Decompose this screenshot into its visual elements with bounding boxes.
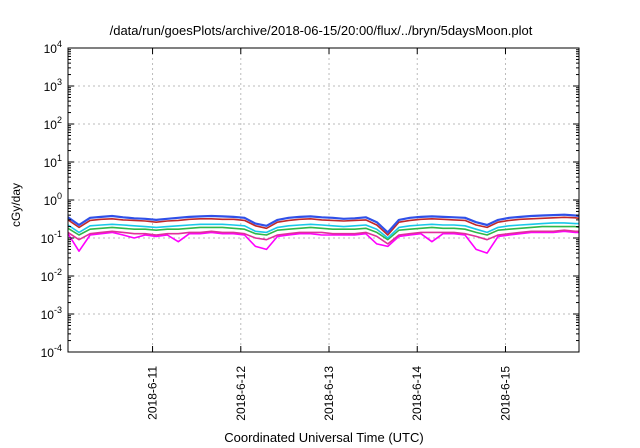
y-tick-label: 104 bbox=[44, 39, 62, 56]
chart-title: /data/run/goesPlots/archive/2018-06-15/2… bbox=[110, 23, 533, 38]
x-tick-label: 2018-6-11 bbox=[146, 366, 160, 420]
y-tick-label: 10-2 bbox=[41, 267, 62, 284]
x-tick-label: 2018-6-12 bbox=[234, 366, 248, 421]
y-tick-label: 10-3 bbox=[41, 305, 62, 322]
grid bbox=[68, 48, 579, 352]
y-axis-label: cGy/day bbox=[9, 183, 23, 227]
x-tick-label: 2018-6-15 bbox=[498, 366, 512, 421]
y-tick-label: 100 bbox=[44, 191, 62, 208]
y-tick-label: 103 bbox=[44, 77, 62, 94]
y-tick-label: 102 bbox=[44, 115, 62, 132]
y-axis-ticks: 10-4 10-3 10-2 10-1 100 101 102 103 104 bbox=[41, 39, 579, 360]
y-tick-label: 10-4 bbox=[41, 343, 62, 360]
x-axis-label: Coordinated Universal Time (UTC) bbox=[224, 430, 423, 445]
series-line-3 bbox=[67, 222, 579, 239]
x-tick-label: 2018-6-13 bbox=[322, 366, 336, 421]
y-tick-label: 101 bbox=[44, 153, 62, 170]
series-line-1 bbox=[67, 213, 580, 234]
series-line-2 bbox=[67, 216, 580, 236]
x-axis-ticks: 2018-6-11 2018-6-12 2018-6-13 2018-6-14 2018… bbox=[146, 48, 512, 421]
y-tick-label: 10-1 bbox=[41, 229, 62, 246]
series-layer bbox=[67, 213, 580, 254]
series-line-5 bbox=[67, 229, 579, 245]
series-line-4 bbox=[67, 225, 580, 241]
x-tick-label: 2018-6-14 bbox=[410, 366, 424, 421]
series-line-6 bbox=[67, 230, 579, 254]
